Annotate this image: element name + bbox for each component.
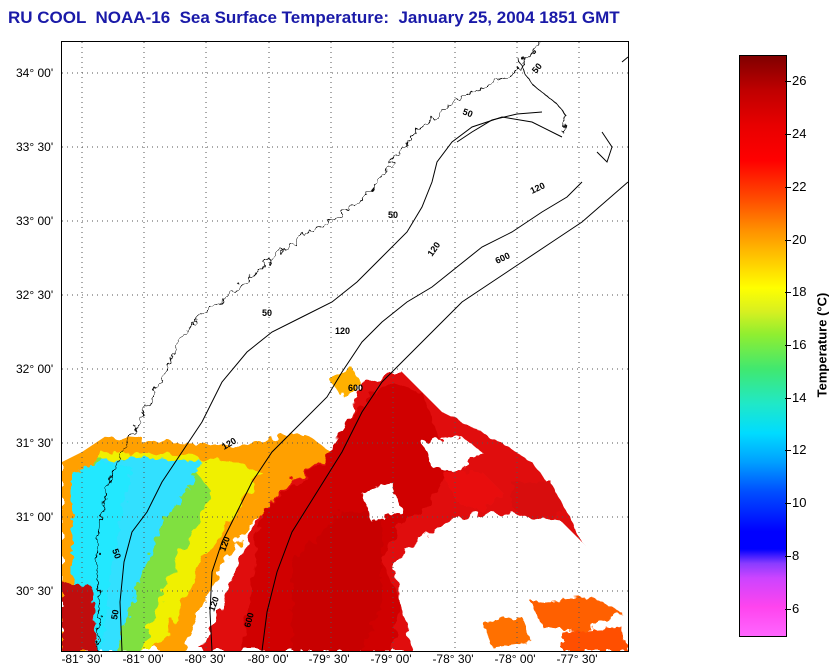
- colorbar-tick: [785, 134, 791, 136]
- lon-label: -78° 30': [432, 652, 474, 666]
- lon-label: -77° 30': [556, 652, 598, 666]
- colorbar-title: Temperature (°C): [814, 292, 830, 398]
- sst-field: [62, 42, 628, 651]
- lat-label: 32° 30': [16, 288, 54, 302]
- colorbar-tick: [785, 397, 791, 399]
- colorbar-tick-label: 26: [792, 73, 807, 89]
- colorbar-tick: [785, 555, 791, 557]
- colorbar-tick-label: 18: [792, 284, 807, 300]
- contour-label: 120: [206, 595, 221, 613]
- colorbar-tick: [785, 503, 791, 505]
- lon-label: -80° 30': [184, 652, 226, 666]
- map-title: RU COOL NOAA-16 Sea Surface Temperature:…: [8, 8, 620, 27]
- colorbar-tick-label: 8: [792, 547, 800, 563]
- colorbar-tick: [785, 345, 791, 346]
- lat-label: 31° 30': [16, 436, 54, 450]
- lon-label: -81° 30': [61, 652, 103, 666]
- colorbar-tick-label: 6: [792, 600, 800, 616]
- contour-label: 50: [461, 106, 474, 119]
- contour-label: 50: [109, 609, 121, 621]
- lat-label: 33° 30': [16, 140, 54, 154]
- colorbar-tick-label: 22: [792, 178, 807, 194]
- coastline: [95, 41, 629, 652]
- contour-label: 120: [529, 180, 547, 195]
- lon-label: -80° 00': [247, 652, 289, 666]
- colorbar-tick: [785, 81, 791, 83]
- colorbar-tick-label: 14: [792, 389, 807, 405]
- colorbar-tick: [785, 292, 791, 294]
- colorbar: [739, 55, 787, 637]
- lat-label: 31° 00': [16, 510, 54, 524]
- contour-label: 50: [262, 308, 272, 318]
- colorbar-tick-label: 10: [792, 495, 807, 511]
- colorbar-tick-label: 24: [792, 126, 807, 142]
- contour-label: 120: [425, 240, 442, 258]
- bathymetry-contours: [119, 111, 629, 652]
- contour-label: 50: [388, 210, 398, 220]
- colorbar-tick-label: 16: [792, 337, 807, 352]
- lat-label: 34° 00': [16, 66, 54, 80]
- sst-map: 50 50 50 50 50 50 120 120 120 120 120 12…: [61, 41, 629, 652]
- contour-label: 600: [494, 250, 512, 265]
- colorbar-tick: [785, 450, 791, 452]
- contour-label: 120: [335, 326, 350, 336]
- lon-label: -79° 30': [308, 652, 350, 666]
- contour-label: 600: [348, 383, 363, 393]
- contour-label: 50: [530, 61, 544, 75]
- lon-label: -81° 00': [122, 652, 164, 666]
- lat-label: 30° 30': [16, 584, 54, 598]
- contour-label: 50: [110, 547, 123, 560]
- lat-label: 33° 00': [16, 214, 54, 228]
- colorbar-tick-label: 12: [792, 442, 807, 458]
- lat-label: 32° 00': [16, 362, 54, 376]
- colorbar-tick: [785, 186, 791, 188]
- colorbar-tick: [785, 608, 791, 610]
- lon-label: -78° 00': [494, 652, 536, 666]
- contour-label: 120: [217, 535, 232, 553]
- lon-label: -79° 00': [370, 652, 412, 666]
- contour-label: 600: [242, 611, 256, 628]
- colorbar-tick: [785, 239, 791, 241]
- colorbar-tick-label: 20: [792, 231, 807, 247]
